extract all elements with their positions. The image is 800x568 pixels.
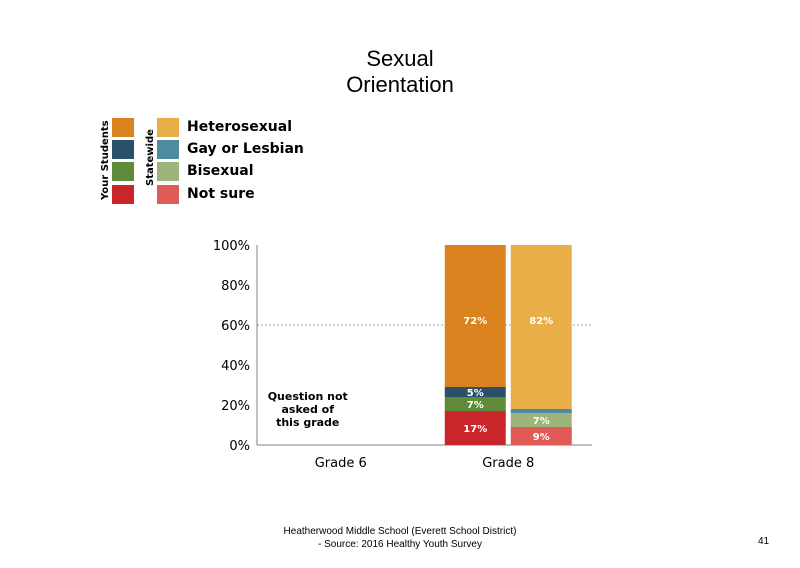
data-label: 7% [533,416,550,427]
legend-label-heterosexual: Heterosexual [187,119,292,135]
bar-segment [444,387,506,397]
bar-segment [444,411,506,445]
chart-title: Sexual Orientation [0,46,800,98]
legend-swatch-state-gay-lesbian [157,140,179,159]
legend-label-gay-lesbian: Gay or Lesbian [187,141,304,157]
legend-swatch-state-heterosexual [157,118,179,137]
y-tick-label: 80% [221,279,250,294]
x-tick-label: Grade 6 [315,456,367,471]
annotation-text: Question not [268,390,348,403]
y-tick-label: 0% [229,439,250,454]
data-label: 72% [463,316,487,327]
bar-segment [510,245,572,409]
legend-swatch-state-not-sure [157,185,179,204]
bar-segment [444,245,506,387]
legend-swatch-your-not-sure [112,185,134,204]
data-label: 9% [533,432,550,443]
footer-line-2: - Source: 2016 Healthy Youth Survey [318,539,482,550]
y-tick-label: 60% [221,319,250,334]
legend-swatch-state-bisexual [157,162,179,181]
legend-swatch-your-gay-lesbian [112,140,134,159]
bar-segment [510,409,572,413]
legend-label-not-sure: Not sure [187,186,255,202]
y-tick-label: 20% [221,399,250,414]
title-line-2: Orientation [346,72,454,97]
annotation-text: asked of [282,403,335,416]
legend-swatch-your-bisexual [112,162,134,181]
legend-swatch-your-heterosexual [112,118,134,137]
bar-segment [510,427,572,445]
title-line-1: Sexual [366,46,434,71]
page-number: 41 [758,536,770,547]
y-tick-label: 100% [213,239,250,254]
bar-segment [510,413,572,427]
footer: Heatherwood Middle School (Everett Schoo… [230,525,570,551]
data-label: 5% [467,388,484,399]
x-tick-label: Grade 8 [482,456,534,471]
legend-label-bisexual: Bisexual [187,163,254,179]
annotation-text: this grade [276,416,339,429]
data-label: 82% [529,316,553,327]
bar-segment [444,397,506,411]
y-tick-label: 40% [221,359,250,374]
footer-line-1: Heatherwood Middle School (Everett Schoo… [283,526,517,537]
data-label: 17% [463,424,487,435]
data-label: 7% [467,400,484,411]
